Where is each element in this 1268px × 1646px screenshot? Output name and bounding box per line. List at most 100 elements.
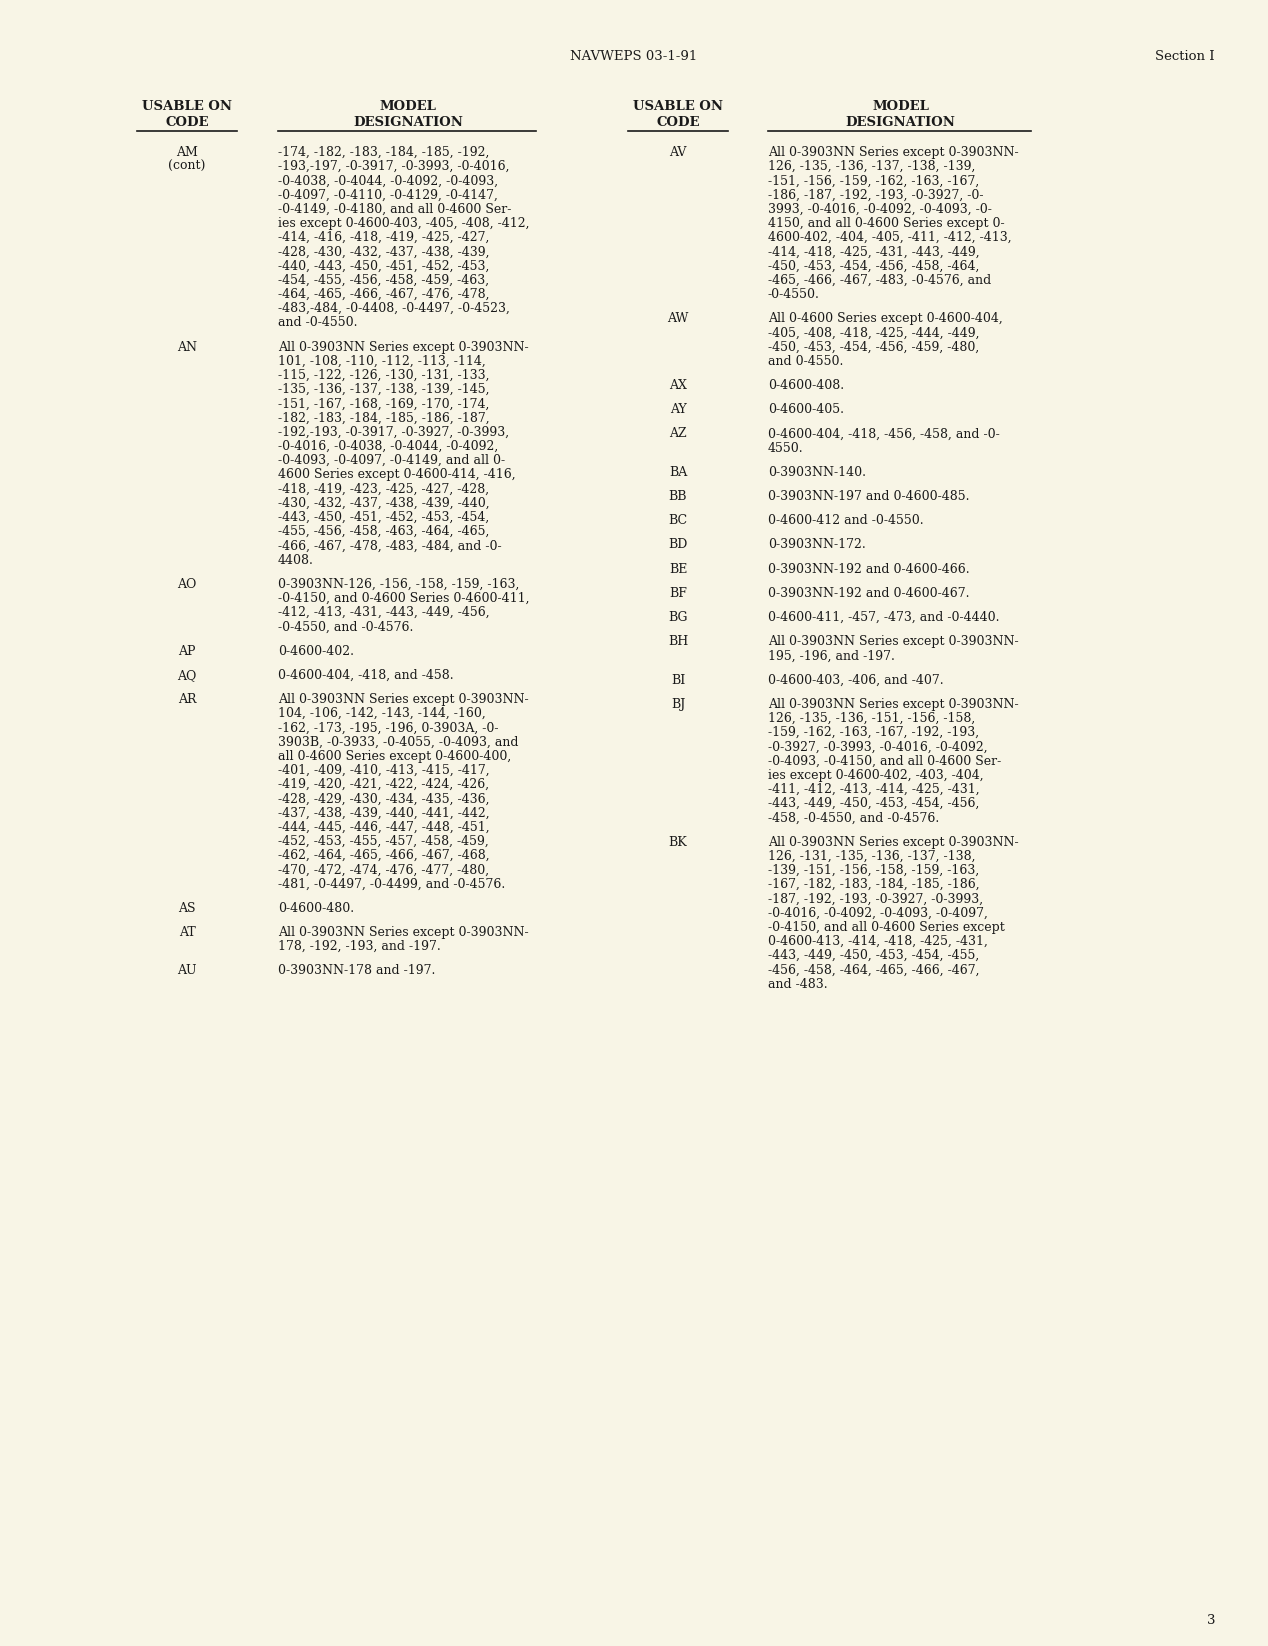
Text: 195, -196, and -197.: 195, -196, and -197. [768, 650, 895, 662]
Text: -428, -429, -430, -434, -435, -436,: -428, -429, -430, -434, -435, -436, [278, 792, 489, 805]
Text: -139, -151, -156, -158, -159, -163,: -139, -151, -156, -158, -159, -163, [768, 864, 979, 877]
Text: (cont): (cont) [169, 160, 205, 173]
Text: USABLE ON
CODE: USABLE ON CODE [142, 100, 232, 128]
Text: USABLE ON
CODE: USABLE ON CODE [633, 100, 723, 128]
Text: -481, -0-4497, -0-4499, and -0-4576.: -481, -0-4497, -0-4499, and -0-4576. [278, 877, 505, 890]
Text: -151, -167, -168, -169, -170, -174,: -151, -167, -168, -169, -170, -174, [278, 397, 489, 410]
Text: 0-3903NN-126, -156, -158, -159, -163,: 0-3903NN-126, -156, -158, -159, -163, [278, 578, 520, 591]
Text: -437, -438, -439, -440, -441, -442,: -437, -438, -439, -440, -441, -442, [278, 807, 489, 820]
Text: 0-4600-405.: 0-4600-405. [768, 403, 844, 416]
Text: 126, -135, -136, -151, -156, -158,: 126, -135, -136, -151, -156, -158, [768, 713, 975, 724]
Text: BC: BC [668, 514, 687, 527]
Text: -174, -182, -183, -184, -185, -192,: -174, -182, -183, -184, -185, -192, [278, 146, 489, 160]
Text: -0-4150, and 0-4600 Series 0-4600-411,: -0-4150, and 0-4600 Series 0-4600-411, [278, 593, 530, 606]
Text: -0-4093, -0-4150, and all 0-4600 Ser-: -0-4093, -0-4150, and all 0-4600 Ser- [768, 754, 1002, 767]
Text: -187, -192, -193, -0-3927, -0-3993,: -187, -192, -193, -0-3927, -0-3993, [768, 892, 983, 905]
Text: 0-3903NN-172.: 0-3903NN-172. [768, 538, 866, 551]
Text: -412, -413, -431, -443, -449, -456,: -412, -413, -431, -443, -449, -456, [278, 606, 489, 619]
Text: -443, -449, -450, -453, -454, -455,: -443, -449, -450, -453, -454, -455, [768, 950, 979, 963]
Text: BF: BF [670, 588, 687, 599]
Text: -450, -453, -454, -456, -459, -480,: -450, -453, -454, -456, -459, -480, [768, 341, 979, 354]
Text: 104, -106, -142, -143, -144, -160,: 104, -106, -142, -143, -144, -160, [278, 708, 486, 721]
Text: 0-3903NN-178 and -197.: 0-3903NN-178 and -197. [278, 965, 435, 978]
Text: 4150, and all 0-4600 Series except 0-: 4150, and all 0-4600 Series except 0- [768, 217, 1004, 230]
Text: -418, -419, -423, -425, -427, -428,: -418, -419, -423, -425, -427, -428, [278, 482, 489, 495]
Text: -0-4150, and all 0-4600 Series except: -0-4150, and all 0-4600 Series except [768, 920, 1004, 933]
Text: -456, -458, -464, -465, -466, -467,: -456, -458, -464, -465, -466, -467, [768, 963, 979, 976]
Text: -465, -466, -467, -483, -0-4576, and: -465, -466, -467, -483, -0-4576, and [768, 273, 992, 286]
Text: BE: BE [668, 563, 687, 576]
Text: 3903B, -0-3933, -0-4055, -0-4093, and: 3903B, -0-3933, -0-4055, -0-4093, and [278, 736, 519, 749]
Text: 4408.: 4408. [278, 553, 314, 566]
Text: All 0-3903NN Series except 0-3903NN-: All 0-3903NN Series except 0-3903NN- [768, 698, 1018, 711]
Text: -405, -408, -418, -425, -444, -449,: -405, -408, -418, -425, -444, -449, [768, 326, 979, 339]
Text: -0-4016, -0-4092, -0-4093, -0-4097,: -0-4016, -0-4092, -0-4093, -0-4097, [768, 907, 988, 920]
Text: AM: AM [176, 146, 198, 160]
Text: AT: AT [179, 927, 195, 938]
Text: All 0-3903NN Series except 0-3903NN-: All 0-3903NN Series except 0-3903NN- [278, 927, 529, 938]
Text: -167, -182, -183, -184, -185, -186,: -167, -182, -183, -184, -185, -186, [768, 879, 980, 890]
Text: -466, -467, -478, -483, -484, and -0-: -466, -467, -478, -483, -484, and -0- [278, 540, 502, 553]
Text: -440, -443, -450, -451, -452, -453,: -440, -443, -450, -451, -452, -453, [278, 260, 489, 273]
Text: and 0-4550.: and 0-4550. [768, 356, 843, 367]
Text: AX: AX [670, 379, 687, 392]
Text: -444, -445, -446, -447, -448, -451,: -444, -445, -446, -447, -448, -451, [278, 821, 489, 835]
Text: 4600 Series except 0-4600-414, -416,: 4600 Series except 0-4600-414, -416, [278, 469, 516, 481]
Text: 126, -135, -136, -137, -138, -139,: 126, -135, -136, -137, -138, -139, [768, 160, 975, 173]
Text: 0-4600-412 and -0-4550.: 0-4600-412 and -0-4550. [768, 514, 923, 527]
Text: -159, -162, -163, -167, -192, -193,: -159, -162, -163, -167, -192, -193, [768, 726, 979, 739]
Text: -0-4550.: -0-4550. [768, 288, 820, 301]
Text: -401, -409, -410, -413, -415, -417,: -401, -409, -410, -413, -415, -417, [278, 764, 489, 777]
Text: -182, -183, -184, -185, -186, -187,: -182, -183, -184, -185, -186, -187, [278, 412, 489, 425]
Text: -0-4097, -0-4110, -0-4129, -0-4147,: -0-4097, -0-4110, -0-4129, -0-4147, [278, 189, 498, 201]
Text: -414, -418, -425, -431, -443, -449,: -414, -418, -425, -431, -443, -449, [768, 245, 980, 258]
Text: -458, -0-4550, and -0-4576.: -458, -0-4550, and -0-4576. [768, 811, 940, 825]
Text: AV: AV [670, 146, 687, 160]
Text: and -0-4550.: and -0-4550. [278, 316, 358, 329]
Text: NAVWEPS 03-1-91: NAVWEPS 03-1-91 [571, 49, 697, 63]
Text: 0-3903NN-140.: 0-3903NN-140. [768, 466, 866, 479]
Text: AY: AY [670, 403, 686, 416]
Text: AW: AW [667, 313, 689, 326]
Text: -483,-484, -0-4408, -0-4497, -0-4523,: -483,-484, -0-4408, -0-4497, -0-4523, [278, 303, 510, 314]
Text: -193,-197, -0-3917, -0-3993, -0-4016,: -193,-197, -0-3917, -0-3993, -0-4016, [278, 160, 510, 173]
Text: -443, -449, -450, -453, -454, -456,: -443, -449, -450, -453, -454, -456, [768, 797, 979, 810]
Text: 178, -192, -193, and -197.: 178, -192, -193, and -197. [278, 940, 441, 953]
Text: BD: BD [668, 538, 687, 551]
Text: 0-3903NN-197 and 0-4600-485.: 0-3903NN-197 and 0-4600-485. [768, 491, 970, 504]
Text: 0-4600-411, -457, -473, and -0-4440.: 0-4600-411, -457, -473, and -0-4440. [768, 611, 999, 624]
Text: -0-4093, -0-4097, -0-4149, and all 0-: -0-4093, -0-4097, -0-4149, and all 0- [278, 454, 505, 467]
Text: -443, -450, -451, -452, -453, -454,: -443, -450, -451, -452, -453, -454, [278, 510, 489, 523]
Text: -452, -453, -455, -457, -458, -459,: -452, -453, -455, -457, -458, -459, [278, 835, 488, 848]
Text: -419, -420, -421, -422, -424, -426,: -419, -420, -421, -422, -424, -426, [278, 779, 489, 792]
Text: AS: AS [179, 902, 195, 915]
Text: -414, -416, -418, -419, -425, -427,: -414, -416, -418, -419, -425, -427, [278, 230, 489, 244]
Text: -135, -136, -137, -138, -139, -145,: -135, -136, -137, -138, -139, -145, [278, 384, 489, 397]
Text: 3993, -0-4016, -0-4092, -0-4093, -0-: 3993, -0-4016, -0-4092, -0-4093, -0- [768, 202, 992, 216]
Text: MODEL
DESIGNATION: MODEL DESIGNATION [846, 100, 955, 128]
Text: -464, -465, -466, -467, -476, -478,: -464, -465, -466, -467, -476, -478, [278, 288, 489, 301]
Text: 0-3903NN-192 and 0-4600-467.: 0-3903NN-192 and 0-4600-467. [768, 588, 970, 599]
Text: BJ: BJ [671, 698, 685, 711]
Text: -0-4149, -0-4180, and all 0-4600 Ser-: -0-4149, -0-4180, and all 0-4600 Ser- [278, 202, 511, 216]
Text: AQ: AQ [178, 668, 197, 681]
Text: BI: BI [671, 673, 685, 686]
Text: all 0-4600 Series except 0-4600-400,: all 0-4600 Series except 0-4600-400, [278, 751, 511, 762]
Text: ies except 0-4600-403, -405, -408, -412,: ies except 0-4600-403, -405, -408, -412, [278, 217, 530, 230]
Text: -115, -122, -126, -130, -131, -133,: -115, -122, -126, -130, -131, -133, [278, 369, 489, 382]
Text: -162, -173, -195, -196, 0-3903A, -0-: -162, -173, -195, -196, 0-3903A, -0- [278, 721, 498, 734]
Text: 3: 3 [1206, 1613, 1215, 1626]
Text: 0-4600-404, -418, and -458.: 0-4600-404, -418, and -458. [278, 668, 454, 681]
Text: -411, -412, -413, -414, -425, -431,: -411, -412, -413, -414, -425, -431, [768, 783, 980, 797]
Text: -151, -156, -159, -162, -163, -167,: -151, -156, -159, -162, -163, -167, [768, 174, 979, 188]
Text: All 0-3903NN Series except 0-3903NN-: All 0-3903NN Series except 0-3903NN- [768, 635, 1018, 649]
Text: -0-4038, -0-4044, -0-4092, -0-4093,: -0-4038, -0-4044, -0-4092, -0-4093, [278, 174, 498, 188]
Text: -462, -464, -465, -466, -467, -468,: -462, -464, -465, -466, -467, -468, [278, 849, 489, 863]
Text: 4550.: 4550. [768, 441, 804, 454]
Text: -454, -455, -456, -458, -459, -463,: -454, -455, -456, -458, -459, -463, [278, 273, 489, 286]
Text: 4600-402, -404, -405, -411, -412, -413,: 4600-402, -404, -405, -411, -412, -413, [768, 230, 1012, 244]
Text: MODEL
DESIGNATION: MODEL DESIGNATION [353, 100, 463, 128]
Text: AZ: AZ [670, 428, 687, 441]
Text: BG: BG [668, 611, 687, 624]
Text: -192,-193, -0-3917, -0-3927, -0-3993,: -192,-193, -0-3917, -0-3927, -0-3993, [278, 426, 510, 439]
